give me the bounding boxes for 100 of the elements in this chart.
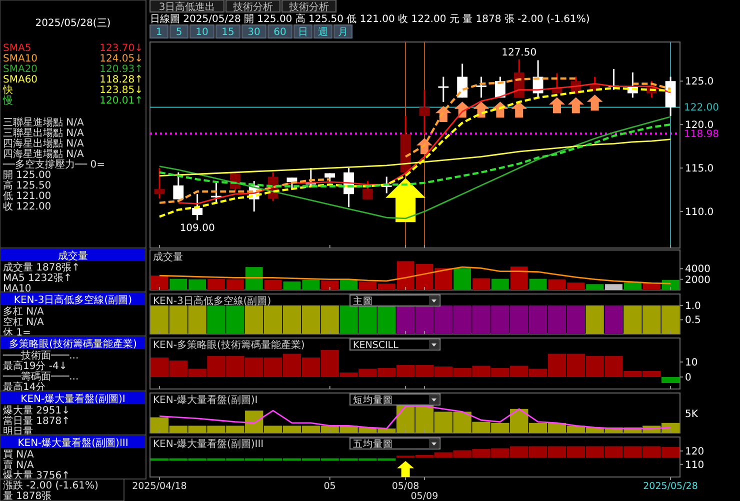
text: KEN-爆大量看盤(副圖)I (20, 393, 126, 405)
annotation: 127.50 (502, 47, 537, 58)
chart-subtitle: KENSCILL (353, 340, 400, 351)
text: 低 121.00 (3, 191, 52, 202)
y-tick-label: 1.0 (685, 300, 701, 312)
bar (264, 280, 282, 290)
bar (586, 284, 604, 290)
candlestick (476, 76, 486, 98)
candlestick (192, 193, 203, 221)
text: 賣 N/A (3, 459, 34, 471)
text: 開 125.00 (3, 170, 52, 181)
text: 空杠 N/A (3, 316, 44, 328)
text: KEN-爆大量看盤(副圖)III (18, 437, 128, 449)
chart-title: 日線圖 2025/05/28 開 125.00 高 125.50 低 121.00 收 122.00 元 量 1878 張 -2.00 (-1.61%) (150, 13, 590, 25)
chart-title: KEN-爆大量看盤(副圖)III (153, 438, 264, 450)
ref-line-label: 118.98 (684, 128, 719, 140)
bar (624, 282, 642, 290)
text: ───籌碼面───... (2, 370, 79, 382)
y-tick-label: 120 (685, 446, 704, 458)
text: 123.70↓ (100, 43, 143, 54)
text: 123.85↓ (100, 85, 143, 96)
text: 三聯星進場點 N/A (3, 116, 84, 128)
chart-title: KEN-3日高低多空線(副圖) (153, 295, 272, 307)
y-tick-label: 125.0 (685, 76, 714, 88)
text: 爆大量 2951↓ (3, 404, 70, 416)
y-tick-label: 2000 (685, 274, 710, 286)
text: 買 N/A (3, 450, 34, 460)
x-tick-label: 05/08 (392, 481, 420, 492)
text: 收 122.00 (3, 202, 52, 212)
text: 漲跌 -2.00 (-1.61%) (3, 480, 99, 492)
y-tick-label: 10 (685, 358, 698, 368)
text: 多杠 N/A (3, 306, 44, 318)
text: 5K (685, 409, 698, 420)
bar (245, 267, 263, 290)
chart-subtitle: 五均量圖 (353, 438, 393, 450)
text: SMA10 (3, 54, 38, 64)
chart-subtitle: 主圖 (353, 295, 373, 307)
y-tick-label: 0 (685, 372, 692, 384)
text: MA5 1232張↑ (3, 273, 72, 284)
annotation: 109.00 (180, 223, 215, 234)
text: 最高19分 -4↓ (3, 360, 68, 372)
text: 快 (2, 84, 13, 96)
bar (454, 268, 472, 290)
line-series (158, 116, 672, 220)
text: 124.05↓ (100, 54, 143, 64)
candlestick (173, 172, 184, 200)
chart-title: KEN-爆大量看盤(副圖)I (153, 394, 258, 406)
text: 120.01↑ (100, 96, 143, 106)
ref-line-label: 122.00 (684, 102, 719, 114)
text: 慢 (2, 94, 13, 106)
chart-subtitle: 短均量圖 (353, 394, 393, 406)
candlestick (286, 176, 298, 191)
text: 3日高低進出 (158, 1, 216, 13)
bar (340, 279, 358, 290)
text: ──多空支撐壓力── 0= (2, 158, 106, 170)
text: 成交量 (58, 250, 88, 262)
text: MA10 (3, 284, 32, 294)
bar (150, 276, 168, 290)
text: 高 125.50 (3, 180, 52, 192)
candlestick (438, 76, 449, 103)
text: 當日量 1878↑ (3, 415, 70, 427)
text: 四海星進場點 N/A (3, 148, 84, 160)
text: 技術分析 (288, 1, 329, 13)
text: 118.28↑ (100, 74, 143, 86)
text: 四海星出場點 N/A (3, 138, 84, 150)
text: 120.93↑ (100, 64, 143, 75)
text: KEN-3日高低多空線(副圖) (14, 294, 132, 306)
line-series (158, 266, 672, 284)
text: ───技術面───... (2, 350, 79, 362)
text: 2025/05/28(三) (35, 18, 111, 29)
bar (661, 377, 680, 383)
text: SMA60 (3, 74, 38, 86)
bar (321, 280, 339, 290)
text: 多策略眼(技術籌碼量能產業) (9, 338, 137, 350)
bar (491, 278, 509, 290)
text: SMA5 (3, 43, 32, 54)
y-tick-label: 4000 (685, 264, 710, 276)
text: 三聯星出場點 N/A (3, 127, 84, 139)
text: 成交量 1878張↑ (3, 262, 80, 274)
bar (510, 266, 528, 290)
candlestick (362, 180, 373, 200)
chart-title: KEN-多策略眼(技術籌碼量能產業) (153, 339, 305, 351)
bar (605, 284, 622, 290)
chart-title: 成交量 (153, 251, 183, 263)
x-tick-label: 2025/05/28 (643, 481, 698, 492)
y-tick-label: 110.0 (685, 206, 714, 218)
text: 技術分析 (232, 1, 273, 13)
text: SMA20 (3, 64, 38, 75)
x-tick-label: 05 (324, 481, 336, 492)
y-tick-label: 0.5 (685, 315, 701, 326)
text: 量 1878張 (3, 491, 52, 501)
bar (472, 278, 490, 290)
bar (529, 278, 547, 290)
candlestick (419, 89, 430, 135)
x-tick-label: 2025/04/18 (132, 481, 187, 492)
text: 1 5 10 15 30 60 日 週 月 (156, 27, 348, 38)
y-tick-label: 110 (685, 460, 704, 471)
x-tick-label: 05/09 (410, 491, 438, 501)
y-tick-label: 115.0 (685, 164, 714, 175)
candlestick (154, 167, 165, 200)
